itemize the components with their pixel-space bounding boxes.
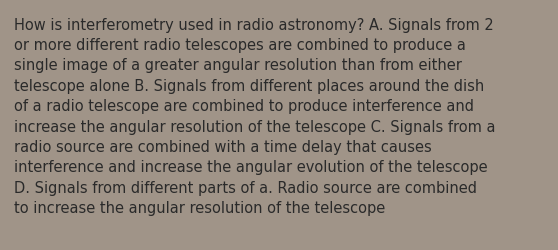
Text: How is interferometry used in radio astronomy? A. Signals from 2
or more differe: How is interferometry used in radio astr…	[14, 18, 496, 215]
